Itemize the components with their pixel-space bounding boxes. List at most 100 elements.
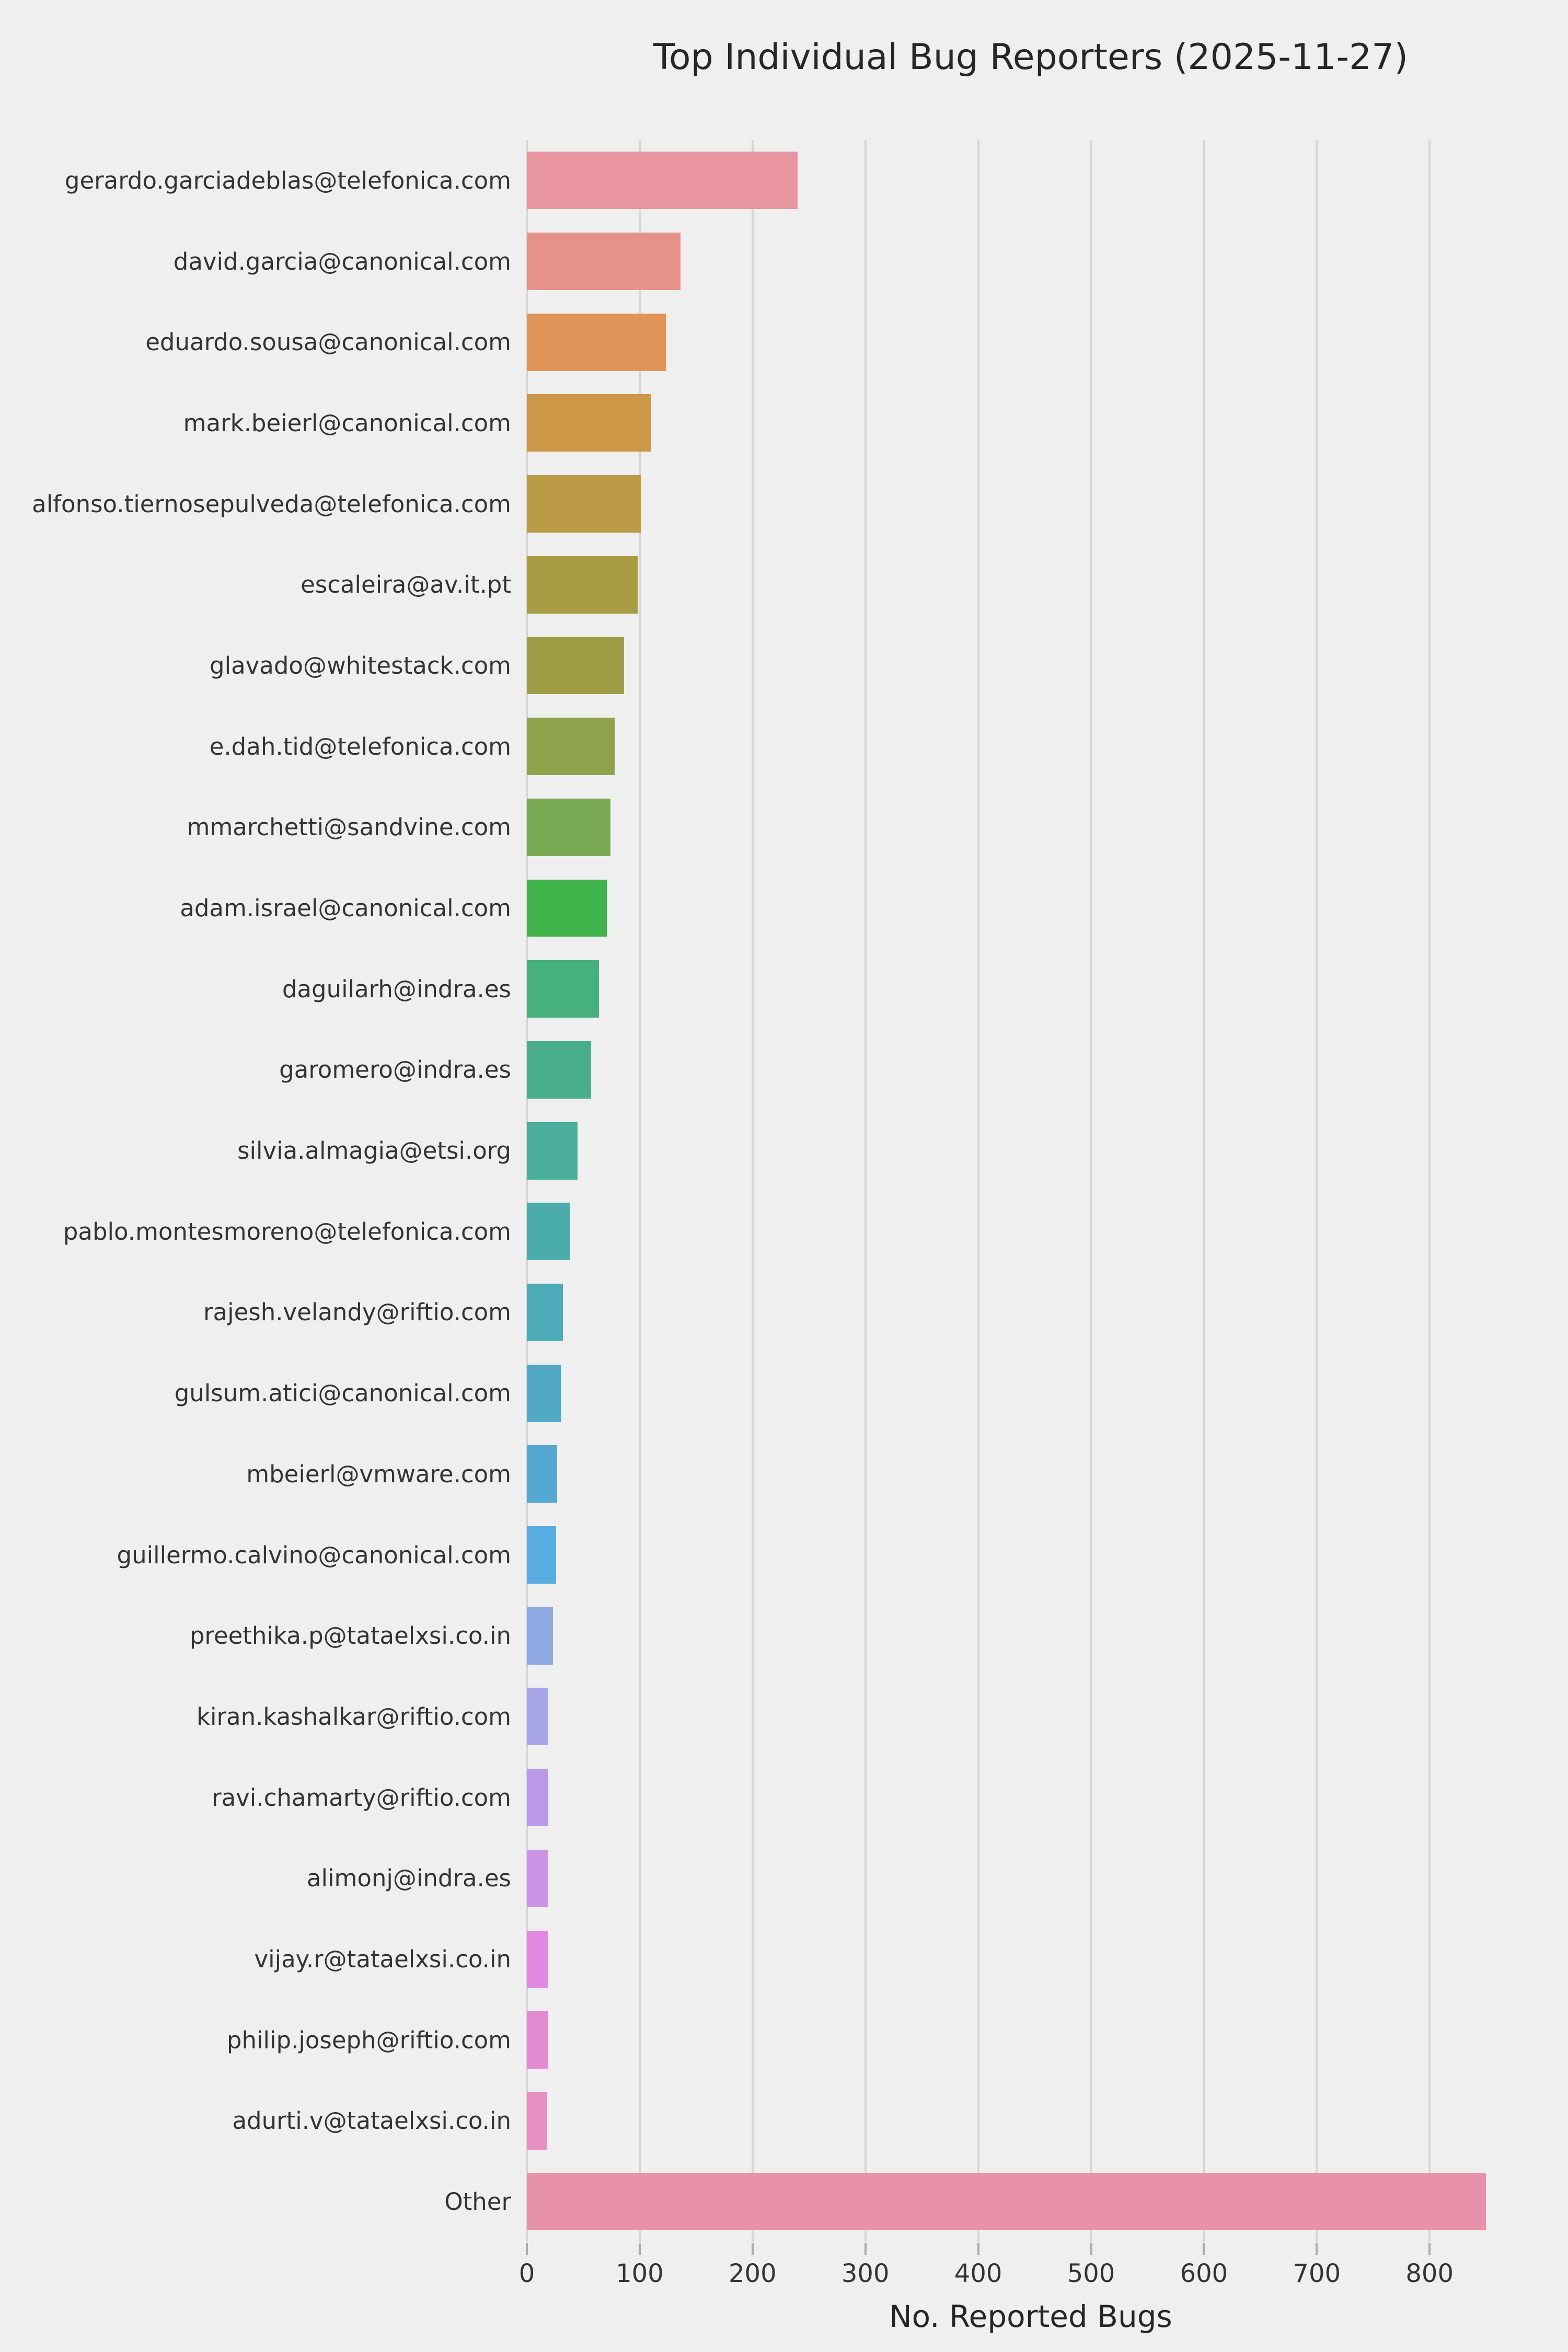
bar-row [527,221,1535,302]
y-label-row: glavado@whitestack.com [0,625,511,706]
bar-eduardo.sousa@canonical.com [527,313,666,371]
x-tick-mark-300 [864,2243,867,2255]
bar-alfonso.tiernosepulveda@telefonica.com [527,475,641,533]
y-tick-label: pablo.montesmoreno@telefonica.com [63,1217,511,1246]
y-tick-label: guillermo.calvino@canonical.com [117,1541,512,1569]
bar-guillermo.calvino@canonical.com [527,1526,557,1584]
x-tick-mark-0 [526,2243,528,2255]
y-tick-label: e.dah.tid@telefonica.com [209,732,511,760]
bar-row [527,1757,1535,1838]
bar-row [527,1838,1535,1919]
y-label-row: eduardo.sousa@canonical.com [0,302,511,383]
bar-ravi.chamarty@riftio.com [527,1769,549,1826]
bar-adurti.v@tataelxsi.co.in [527,2092,547,2150]
bar-preethika.p@tataelxsi.co.in [527,1607,553,1665]
bar-row [527,868,1535,949]
gridlines-layer [526,140,1535,2242]
bar-rajesh.velandy@riftio.com [527,1284,563,1341]
x-tick-label: 600 [1180,2259,1228,2288]
bar-row [527,383,1535,464]
y-label-row: mbeierl@vmware.com [0,1434,511,1515]
y-label-row: escaleira@av.it.pt [0,544,511,625]
gridline-x-200 [751,140,754,2242]
y-tick-label: daguilarh@indra.es [282,975,511,1003]
y-tick-label: adurti.v@tataelxsi.co.in [232,2107,511,2135]
y-label-row: kiran.kashalkar@riftio.com [0,1676,511,1757]
y-tick-label: Other [444,2188,511,2216]
bar-row [527,1030,1535,1111]
bar-david.garcia@canonical.com [527,233,681,290]
bar-row [527,2081,1535,2162]
y-tick-label: eduardo.sousa@canonical.com [145,328,511,356]
bar-adam.israel@canonical.com [527,879,607,937]
bar-row [527,787,1535,868]
gridline-x-300 [864,140,867,2242]
bar-row [527,1353,1535,1434]
bar-row [527,1676,1535,1757]
x-axis: 0 100 200 300 400 500 600 700 800 [519,2242,1535,2352]
gridline-x-500 [1090,140,1092,2242]
x-tick-label: 800 [1405,2259,1454,2288]
y-label-row: e.dah.tid@telefonica.com [0,706,511,787]
gridline-x-400 [977,140,979,2242]
y-label-row: daguilarh@indra.es [0,949,511,1030]
y-tick-label: glavado@whitestack.com [210,651,511,679]
y-label-row: adam.israel@canonical.com [0,868,511,949]
plot-area [526,140,1535,2242]
bar-philip.joseph@riftio.com [527,2011,549,2069]
bar-row [527,1434,1535,1515]
x-tick-mark-700 [1316,2243,1318,2255]
y-tick-label: david.garcia@canonical.com [173,247,511,275]
y-tick-label: gerardo.garciadeblas@telefonica.com [64,166,511,194]
x-tick-label: 400 [954,2259,1002,2288]
y-tick-label: mbeierl@vmware.com [246,1460,511,1488]
y-axis-labels: gerardo.garciadeblas@telefonica.com david… [0,140,511,2242]
y-tick-label: gulsum.atici@canonical.com [174,1379,511,1408]
y-tick-label: ravi.chamarty@riftio.com [212,1783,511,1812]
bar-row [527,544,1535,625]
x-axis-label: No. Reported Bugs [889,2299,1172,2334]
y-tick-label: alfonso.tiernosepulveda@telefonica.com [32,490,511,518]
y-label-row: david.garcia@canonical.com [0,221,511,302]
y-tick-label: kiran.kashalkar@riftio.com [196,1702,511,1731]
bar-escaleira@av.it.pt [527,556,638,614]
y-label-row: gerardo.garciadeblas@telefonica.com [0,140,511,221]
bar-row [527,140,1535,221]
bar-mark.beierl@canonical.com [527,394,651,452]
bar-row [527,1272,1535,1353]
gridline-x-700 [1316,140,1318,2242]
y-label-row: mmarchetti@sandvine.com [0,787,511,868]
y-tick-label: preethika.p@tataelxsi.co.in [189,1622,511,1650]
gridline-x-800 [1428,140,1431,2242]
y-label-row: gulsum.atici@canonical.com [0,1353,511,1434]
x-tick-mark-600 [1203,2243,1205,2255]
bar-vijay.r@tataelxsi.co.in [527,1930,549,1988]
y-tick-label: garomero@indra.es [279,1056,511,1084]
bar-kiran.kashalkar@riftio.com [527,1688,549,1746]
y-tick-label: rajesh.velandy@riftio.com [203,1298,511,1327]
y-tick-label: silvia.almagia@etsi.org [237,1137,511,1165]
bar-mbeierl@vmware.com [527,1445,558,1503]
y-label-row: adurti.v@tataelxsi.co.in [0,2081,511,2162]
bar-garomero@indra.es [527,1041,592,1099]
x-tick-mark-500 [1090,2243,1092,2255]
x-tick-label: 0 [518,2259,535,2288]
gridline-x-100 [638,140,641,2242]
y-label-row: mark.beierl@canonical.com [0,383,511,464]
bar-silvia.almagia@etsi.org [527,1122,578,1180]
bar-row [527,2161,1535,2242]
bar-row [527,1110,1535,1191]
y-label-row: philip.joseph@riftio.com [0,2000,511,2081]
y-tick-label: adam.israel@canonical.com [180,894,511,923]
x-tick-label: 100 [616,2259,664,2288]
bar-row [527,949,1535,1030]
bar-pablo.montesmoreno@telefonica.com [527,1203,570,1261]
gridline-x-0 [526,140,528,2242]
y-label-row: pablo.montesmoreno@telefonica.com [0,1191,511,1272]
bar-gerardo.garciadeblas@telefonica.com [527,152,798,210]
bar-glavado@whitestack.com [527,637,624,695]
chart-title: Top Individual Bug Reporters (2025-11-27… [653,37,1409,78]
y-label-row: alimonj@indra.es [0,1838,511,1919]
bar-row [527,1595,1535,1676]
